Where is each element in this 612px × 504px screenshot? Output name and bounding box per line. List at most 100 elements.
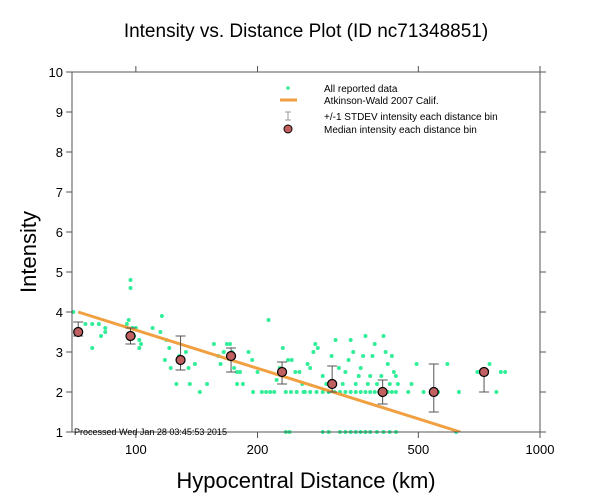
reported-point — [124, 322, 129, 326]
x-tick-label: 100 — [125, 442, 147, 457]
reported-point — [414, 362, 419, 366]
reported-point — [305, 362, 310, 366]
reported-point — [387, 382, 392, 386]
reported-point — [365, 382, 370, 386]
reported-point — [351, 350, 356, 354]
reported-point — [389, 354, 394, 358]
reported-point — [90, 322, 95, 326]
median-marker — [175, 354, 186, 366]
reported-point — [370, 354, 375, 358]
legend-reported-marker — [286, 86, 290, 90]
reported-point — [503, 370, 508, 374]
reported-point — [103, 330, 108, 334]
reported-point — [475, 370, 480, 374]
reported-point — [329, 354, 334, 358]
y-tick-label: 10 — [49, 65, 63, 80]
reported-point — [389, 390, 394, 394]
reported-point — [358, 390, 363, 394]
reported-point — [83, 322, 88, 326]
reported-point — [192, 362, 197, 366]
reported-point — [301, 390, 306, 394]
reported-point — [128, 278, 133, 282]
y-tick-label: 9 — [56, 105, 63, 120]
reported-point — [218, 362, 223, 366]
median-marker — [225, 350, 237, 362]
reported-point — [250, 358, 255, 362]
y-tick-label: 5 — [56, 265, 63, 280]
reported-point — [385, 362, 390, 366]
reported-point — [372, 342, 377, 346]
median-marker — [276, 366, 288, 378]
y-tick-label: 2 — [56, 385, 63, 400]
legend-stdev-label: +/-1 STDEV intensity each distance bin — [324, 112, 498, 123]
reported-point — [320, 374, 325, 378]
reported-point — [187, 382, 192, 386]
reported-point — [224, 342, 229, 346]
reported-point — [421, 390, 426, 394]
reported-point — [137, 338, 142, 342]
y-tick-label: 4 — [56, 305, 63, 320]
reported-point — [150, 326, 155, 330]
median-marker — [327, 378, 338, 390]
reported-point — [126, 318, 131, 322]
reported-point — [274, 378, 279, 382]
reported-point — [381, 334, 386, 338]
reported-point — [406, 390, 411, 394]
reported-point — [293, 370, 298, 374]
legend: All reported data Atkinson-Wald 2007 Cal… — [280, 84, 498, 136]
reported-point — [237, 370, 242, 374]
reported-point — [313, 342, 318, 346]
reported-point — [158, 330, 163, 334]
x-tick-label: 1000 — [526, 442, 555, 457]
x-axis-label: Hypocentral Distance (km) — [176, 468, 435, 493]
reported-point — [372, 390, 377, 394]
reported-point — [348, 338, 353, 342]
reported-point — [340, 382, 345, 386]
model-line-group — [77, 310, 461, 432]
reported-data-points — [71, 278, 508, 434]
reported-point — [346, 358, 351, 362]
reported-point — [358, 366, 363, 370]
reported-point — [289, 358, 294, 362]
reported-point — [137, 346, 142, 350]
reported-point — [348, 390, 353, 394]
reported-point — [264, 390, 269, 394]
reported-point — [379, 374, 384, 378]
reported-point — [228, 342, 233, 346]
median-markers — [73, 326, 490, 398]
median-marker — [73, 326, 84, 338]
reported-point — [409, 382, 414, 386]
annotation-processed: Processed Wed Jan 28 03:45:53 2015 — [74, 427, 227, 437]
reported-point — [333, 338, 338, 342]
reported-point — [487, 362, 492, 366]
reported-point — [240, 382, 245, 386]
reported-point — [456, 390, 461, 394]
reported-point — [103, 326, 108, 330]
y-tick-label: 3 — [56, 345, 63, 360]
reported-point — [128, 286, 133, 290]
legend-median-label: Median intensity each distance bin — [324, 125, 477, 136]
x-tick-label: 200 — [247, 442, 269, 457]
reported-point — [283, 390, 288, 394]
reported-point — [343, 370, 348, 374]
reported-point — [174, 382, 179, 386]
reported-point — [99, 334, 104, 338]
reported-point — [308, 390, 313, 394]
reported-point — [297, 370, 302, 374]
reported-point — [272, 390, 277, 394]
y-tick-label: 8 — [56, 145, 63, 160]
reported-point — [336, 366, 341, 370]
reported-point — [232, 366, 237, 370]
reported-point — [168, 366, 173, 370]
reported-point — [211, 342, 216, 346]
reported-point — [259, 390, 264, 394]
reported-point — [363, 334, 368, 338]
reported-point — [393, 374, 398, 378]
reported-point — [353, 382, 358, 386]
legend-stdev-marker — [285, 111, 291, 121]
reported-point — [266, 318, 271, 322]
reported-point — [393, 390, 398, 394]
legend-median-marker — [283, 124, 293, 134]
reported-point — [255, 370, 260, 374]
